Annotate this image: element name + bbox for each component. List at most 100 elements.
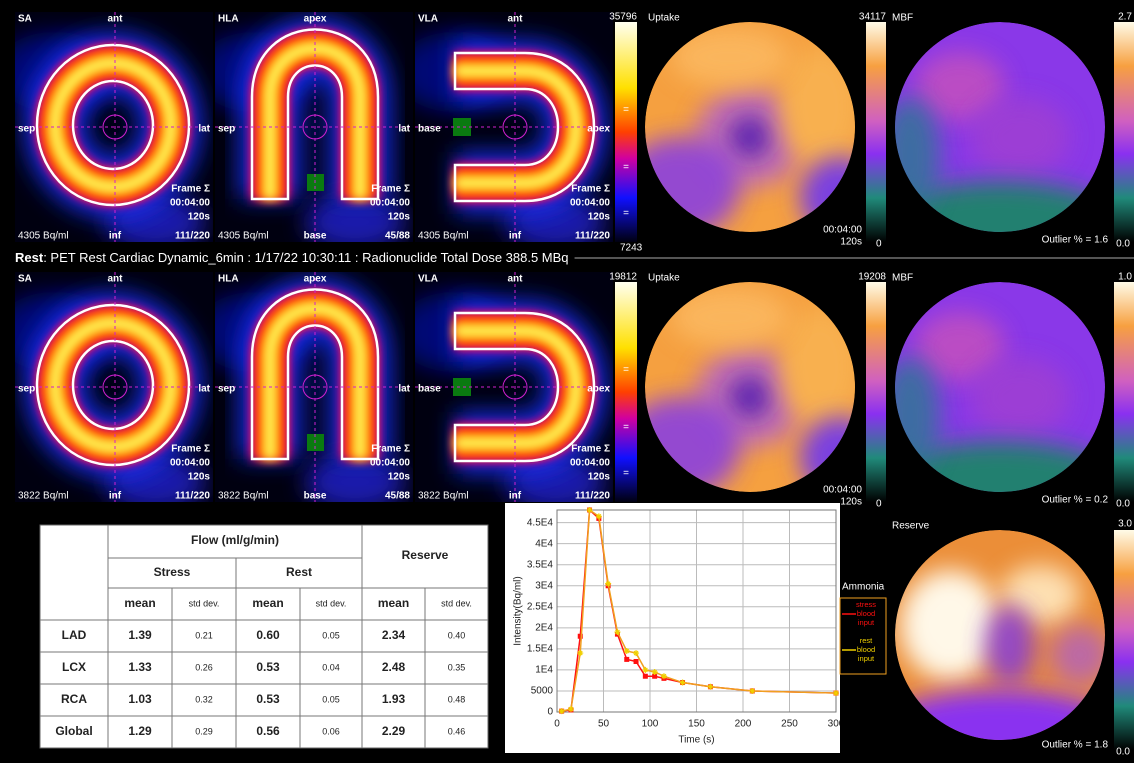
- label: 120s: [188, 472, 211, 483]
- label: 00:04:00: [823, 225, 862, 236]
- y-tick-label: 4.5E4: [527, 517, 554, 528]
- label: 0.26: [195, 662, 213, 672]
- x-tick-label: 100: [642, 719, 659, 730]
- label: mean: [124, 596, 155, 610]
- label: 2.48: [382, 660, 406, 674]
- label: 0: [876, 239, 882, 250]
- label: sep: [18, 124, 35, 135]
- label: 120s: [588, 212, 611, 223]
- label: 120s: [388, 212, 411, 223]
- rest-header: Rest: PET Rest Cardiac Dynamic_6min : 1/…: [15, 250, 569, 265]
- label: 0.32: [195, 694, 213, 704]
- label: 111/220: [575, 231, 610, 242]
- label: Ammonia: [842, 582, 885, 593]
- label: 45/88: [385, 491, 410, 502]
- label: 19208: [858, 272, 886, 283]
- colorbar: [866, 22, 886, 242]
- label: 0.0: [1116, 499, 1130, 510]
- label: 7243: [620, 243, 643, 254]
- label: 00:04:00: [570, 458, 610, 469]
- x-tick-label: 50: [598, 719, 610, 730]
- colorbar: [1114, 530, 1134, 750]
- label: Stress: [154, 565, 191, 579]
- label: apex: [304, 14, 327, 25]
- label: inf: [109, 231, 122, 242]
- marker: [453, 118, 471, 136]
- label: sep: [218, 384, 235, 395]
- rest-text: : PET Rest Cardiac Dynamic_6min : 1/17/2…: [43, 250, 568, 265]
- colorbar-handle: =: [623, 468, 629, 479]
- label: inf: [109, 491, 122, 502]
- label: 35796: [609, 12, 637, 23]
- label: 0.05: [322, 694, 340, 704]
- label: LCX: [62, 660, 86, 674]
- label: HLA: [218, 14, 239, 25]
- label: 1.0: [1118, 272, 1132, 283]
- label: 34117: [859, 12, 887, 23]
- label: lat: [398, 384, 410, 395]
- label: Reserve: [892, 521, 930, 532]
- label: Outlier % = 0.2: [1042, 495, 1109, 506]
- label: Reserve: [402, 548, 449, 562]
- x-axis-title: Time (s): [678, 735, 714, 746]
- label: 120s: [840, 237, 862, 248]
- point: [643, 674, 648, 679]
- label: lat: [198, 124, 210, 135]
- colorbar-handle: =: [623, 365, 629, 376]
- label: 0.46: [448, 726, 466, 736]
- polar-region: [900, 570, 1000, 680]
- polar-region: [730, 377, 770, 417]
- rest-label: Rest: [15, 250, 44, 265]
- label: 0.56: [256, 724, 280, 738]
- y-tick-label: 3.5E4: [527, 559, 554, 570]
- label: 0.05: [322, 630, 340, 640]
- label: base: [418, 124, 441, 135]
- label: 2.7: [1118, 12, 1132, 23]
- y-tick-label: 0: [547, 707, 553, 718]
- label: MBF: [892, 273, 913, 284]
- colorbar-handle: =: [623, 105, 629, 116]
- legend-word: blood: [857, 609, 875, 618]
- label: sep: [218, 124, 235, 135]
- label: 4305 Bq/ml: [218, 231, 269, 242]
- label: 1.93: [382, 692, 406, 706]
- label: 111/220: [175, 491, 210, 502]
- label: 0.06: [322, 726, 340, 736]
- y-tick-label: 5000: [531, 686, 554, 697]
- label: HLA: [218, 274, 239, 285]
- label: 0.29: [195, 726, 213, 736]
- label: MBF: [892, 13, 913, 24]
- label: std dev.: [316, 598, 347, 608]
- label: lat: [398, 124, 410, 135]
- label: apex: [304, 274, 327, 285]
- polar-region: [970, 357, 1070, 437]
- point: [624, 657, 629, 662]
- label: 0.53: [256, 692, 280, 706]
- label: 00:04:00: [823, 485, 862, 496]
- label: VLA: [418, 14, 438, 25]
- label: Flow (ml/g/min): [191, 533, 279, 547]
- label: std dev.: [441, 598, 472, 608]
- label: apex: [587, 124, 610, 135]
- label: 1.03: [128, 692, 152, 706]
- label: ant: [108, 274, 124, 285]
- label: 3822 Bq/ml: [18, 491, 69, 502]
- colorbar-handle: =: [623, 422, 629, 433]
- label: 0.60: [256, 628, 280, 642]
- label: 120s: [388, 472, 411, 483]
- label: inf: [509, 231, 522, 242]
- label: 19812: [609, 272, 637, 283]
- chart: 050001E41.5E42E42.5E43E43.5E44E44.5E4050…: [505, 503, 845, 753]
- label: 00:04:00: [370, 458, 410, 469]
- label: std dev.: [189, 598, 220, 608]
- label: Rest: [286, 565, 312, 579]
- label: 00:04:00: [570, 198, 610, 209]
- label: 00:04:00: [170, 458, 210, 469]
- x-tick-label: 150: [688, 719, 705, 730]
- colorbar: [1114, 282, 1134, 502]
- y-tick-label: 2E4: [535, 622, 553, 633]
- label: 3822 Bq/ml: [218, 491, 269, 502]
- screen: SAantseplatinfFrame Σ00:04:00120s111/220…: [0, 0, 1134, 763]
- label: Frame Σ: [371, 444, 410, 455]
- legend-entry: stressbloodinput: [856, 600, 876, 627]
